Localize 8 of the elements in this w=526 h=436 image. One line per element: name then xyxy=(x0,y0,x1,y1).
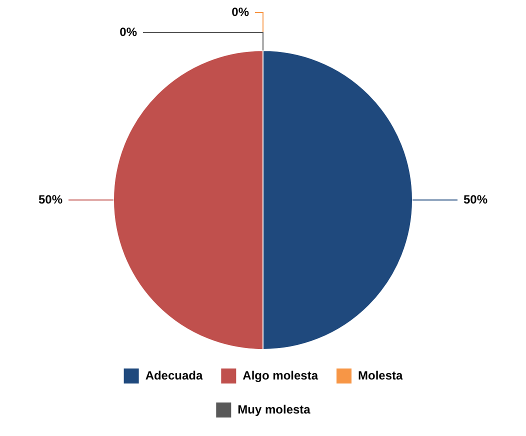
legend-label: Muy molesta xyxy=(238,402,311,416)
data-label: 50% xyxy=(38,192,63,206)
legend-label: Algo molesta xyxy=(242,368,318,382)
legend-label: Molesta xyxy=(358,368,404,382)
legend-label: Adecuada xyxy=(145,368,203,382)
data-label: 50% xyxy=(464,192,488,206)
text: 0% xyxy=(232,4,249,19)
text: 0% xyxy=(120,24,137,39)
